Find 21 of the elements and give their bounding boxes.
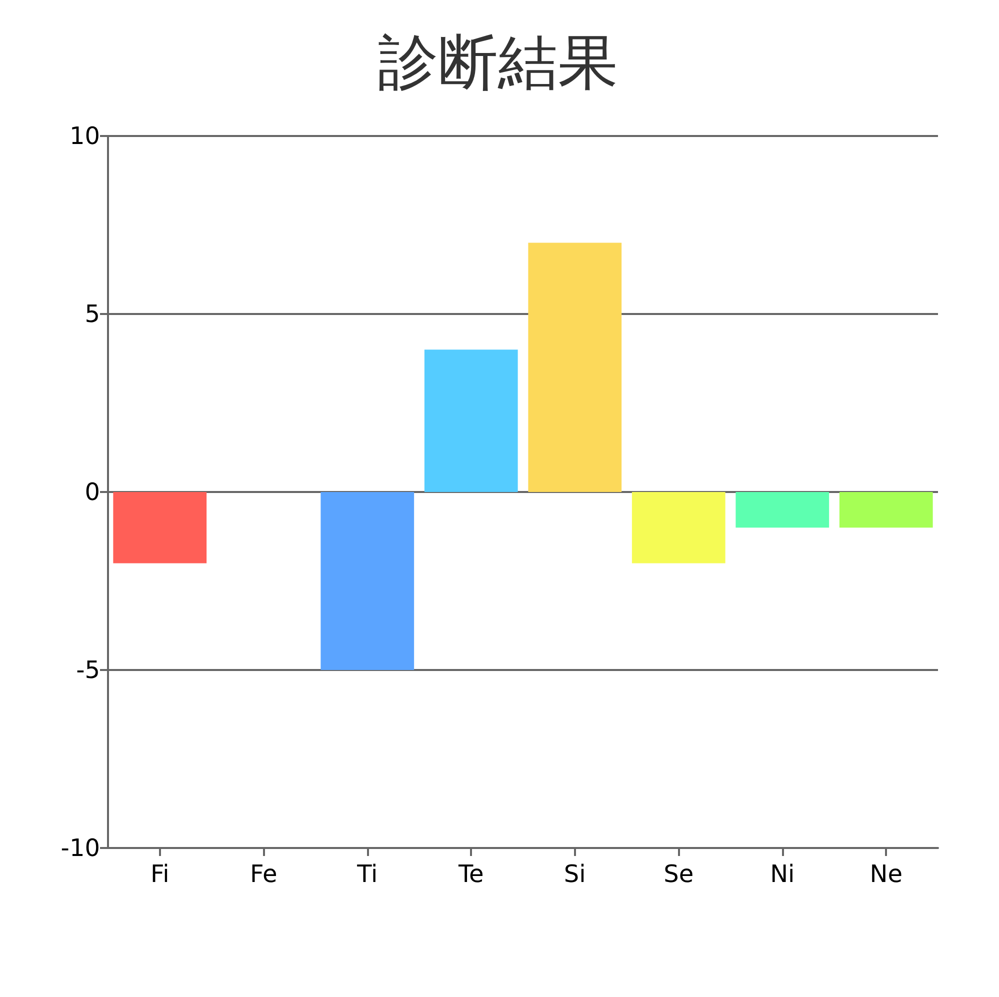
- bar: [839, 492, 933, 528]
- bar: [528, 242, 622, 492]
- chart-title: 診断結果: [378, 28, 618, 98]
- y-tick-label: -5: [76, 656, 100, 684]
- bar: [632, 492, 726, 564]
- x-tick-label: Ni: [770, 860, 795, 888]
- x-tick-label: Te: [457, 860, 484, 888]
- x-tick-label: Fi: [150, 860, 170, 888]
- bar: [424, 350, 518, 492]
- y-tick-label: 10: [69, 122, 100, 150]
- y-tick-label: -10: [60, 834, 100, 862]
- y-tick-label: 5: [84, 300, 100, 328]
- x-tick-label: Se: [664, 860, 694, 888]
- x-tick-label: Ti: [356, 860, 378, 888]
- y-tick-label: 0: [84, 478, 100, 506]
- bar: [113, 492, 207, 564]
- bar: [736, 492, 830, 528]
- x-tick-label: Ne: [870, 860, 902, 888]
- x-tick-label: Fe: [250, 860, 278, 888]
- bar: [320, 492, 414, 670]
- x-tick-label: Si: [564, 860, 586, 888]
